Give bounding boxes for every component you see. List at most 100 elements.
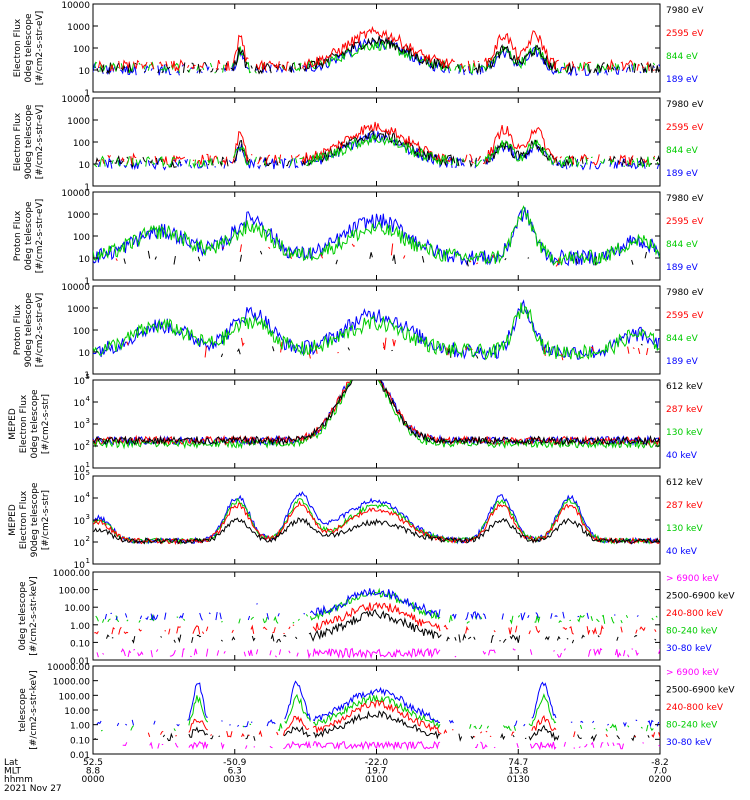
y-axis-label: telescope — [18, 688, 28, 732]
series-line-40-keV — [93, 490, 660, 546]
y-tick-label: 1.00 — [70, 622, 90, 632]
x-tick-label-lat: 52.5 — [83, 758, 103, 768]
y-tick-exponent: 2 — [86, 535, 90, 543]
y-tick-exponent: 5 — [86, 469, 90, 477]
traces — [93, 28, 660, 77]
series-line-30-80-keV — [96, 680, 660, 728]
plot-frame — [92, 3, 661, 93]
y-tick-label: 10 — [79, 67, 91, 77]
series-line-40-keV — [93, 380, 660, 447]
x-tick-label-lat: -8.2 — [651, 758, 669, 768]
x-tick-label-lat: -50.9 — [223, 758, 247, 768]
panel-1: 1 10 100 1000 10000 Electron Flux 0deg telesco… — [13, 1, 704, 99]
series-line-80-240-keV — [95, 587, 658, 625]
y-tick-label: 0.01 — [70, 657, 90, 667]
series-line-287-keV — [93, 500, 660, 546]
y-axis-label: [#/cm2-s-str-eV] — [35, 293, 45, 368]
series-line-240-800-keV — [147, 700, 660, 738]
legend-entry: 130 keV — [666, 524, 703, 534]
y-tick-label: 10.00 — [64, 707, 90, 717]
legend-entry: 287 keV — [666, 501, 703, 511]
plot-frame — [92, 191, 661, 281]
traces — [93, 380, 660, 450]
legend-entry: 40 keV — [666, 451, 698, 461]
y-tick-exponent: 3 — [86, 417, 90, 425]
x-tick-label-mlt: 8.8 — [86, 767, 101, 777]
legend-entry: 240-800 keV — [666, 609, 724, 619]
y-tick-label: 10 — [74, 421, 86, 431]
x-tick-label-hhmm: 0100 — [365, 775, 388, 785]
y-tick-label: 0.01 — [70, 751, 90, 761]
panel-2: 1 10 100 1000 10000 Electron Flux 90deg telesc… — [13, 95, 704, 193]
series-line-612-keV — [93, 517, 660, 545]
legend-entry: 7980 eV — [666, 194, 704, 204]
y-axis-label: Proton Flux — [13, 304, 23, 355]
legend-entry: 189 eV — [666, 357, 699, 367]
series-line-2500-6900-keV — [107, 610, 661, 643]
plot-frame — [92, 665, 661, 755]
y-tick-label: 100.00 — [59, 692, 91, 702]
y-tick-label: 1000 — [67, 23, 90, 33]
y-tick-label: 100.00 — [59, 587, 91, 597]
y-tick-exponent: 3 — [86, 513, 90, 521]
series-line--6900-keV — [122, 740, 660, 751]
x-tick-label-mlt: 15.8 — [508, 767, 528, 777]
legend-entry: 844 eV — [666, 240, 699, 250]
y-tick-label: 10000.00 — [47, 663, 90, 673]
legend-entry: 2595 eV — [666, 217, 704, 227]
legend-entry: 189 eV — [666, 169, 699, 179]
y-tick-exponent: 4 — [86, 491, 91, 499]
y-axis-label: 90deg telescope — [30, 482, 40, 557]
y-tick-label: 100 — [73, 45, 90, 55]
y-tick-label: 1000.00 — [53, 569, 90, 579]
y-tick-label: 10 — [79, 255, 91, 265]
x-tick-label-lat: 74.7 — [508, 758, 528, 768]
legend-entry: 189 eV — [666, 75, 699, 85]
legend-entry: 844 eV — [666, 52, 699, 62]
y-axis-label: Proton Flux — [13, 210, 23, 261]
y-tick-label: 10 — [74, 495, 86, 505]
traces — [93, 490, 660, 546]
legend-entry: 80-240 keV — [666, 721, 718, 731]
series-line-189-eV — [93, 37, 660, 77]
traces — [93, 121, 660, 171]
x-tick-label-mlt: 19.7 — [366, 767, 386, 777]
y-tick-label: 10 — [74, 473, 86, 483]
y-tick-label: 1 — [84, 371, 90, 381]
panel-3: 1 10 100 1000 10000 Proton Flux 0deg telescope… — [13, 189, 704, 287]
y-tick-label: 1 — [84, 183, 90, 193]
y-tick-label: 1000.00 — [53, 678, 90, 688]
x-tick-label-hhmm: 0130 — [507, 775, 530, 785]
panel-8: 0.01 0.10 1.00 10.00 100.00 1000.00 10000.00 te… — [18, 663, 735, 761]
y-tick-label: 10.00 — [64, 604, 90, 614]
y-tick-label: 10000 — [61, 95, 90, 105]
y-tick-exponent: 4 — [86, 395, 91, 403]
traces — [93, 299, 660, 360]
y-axis-label: 90deg telescope — [24, 292, 34, 367]
legend-entry: 7980 eV — [666, 100, 704, 110]
series-line-240-800-keV — [94, 603, 658, 635]
y-axis-label: Electron Flux — [19, 394, 29, 453]
y-axis-label: [#/cm2-s-str] — [41, 490, 51, 550]
legend-entry: 2595 eV — [666, 311, 704, 321]
series-line-844-eV — [93, 133, 660, 170]
y-tick-label: 1000 — [67, 117, 90, 127]
y-tick-exponent: 1 — [86, 461, 90, 469]
legend-entry: > 6900 keV — [666, 574, 720, 584]
y-tick-label: 1000 — [67, 305, 90, 315]
x-axis-row-label: hhmm — [4, 775, 33, 785]
panel-4: 1 10 100 1000 10000 Proton Flux 90deg telescop… — [13, 283, 704, 381]
x-tick-label-hhmm: 0200 — [649, 775, 672, 785]
date-label: 2021 Nov 27 — [4, 784, 62, 794]
series-line-130-keV — [93, 497, 660, 545]
y-tick-label: 1 — [84, 277, 90, 287]
legend-entry: 287 keV — [666, 405, 703, 415]
y-tick-label: 10 — [74, 377, 86, 387]
y-tick-label: 1.00 — [70, 722, 90, 732]
series-line--6900-keV — [96, 647, 660, 660]
plot-frame — [92, 571, 661, 661]
x-tick-label-mlt: 7.0 — [653, 767, 668, 777]
legend-entry: 7980 eV — [666, 6, 704, 16]
y-tick-label: 100 — [73, 327, 90, 337]
y-axis-label: Electron Flux — [13, 18, 23, 77]
